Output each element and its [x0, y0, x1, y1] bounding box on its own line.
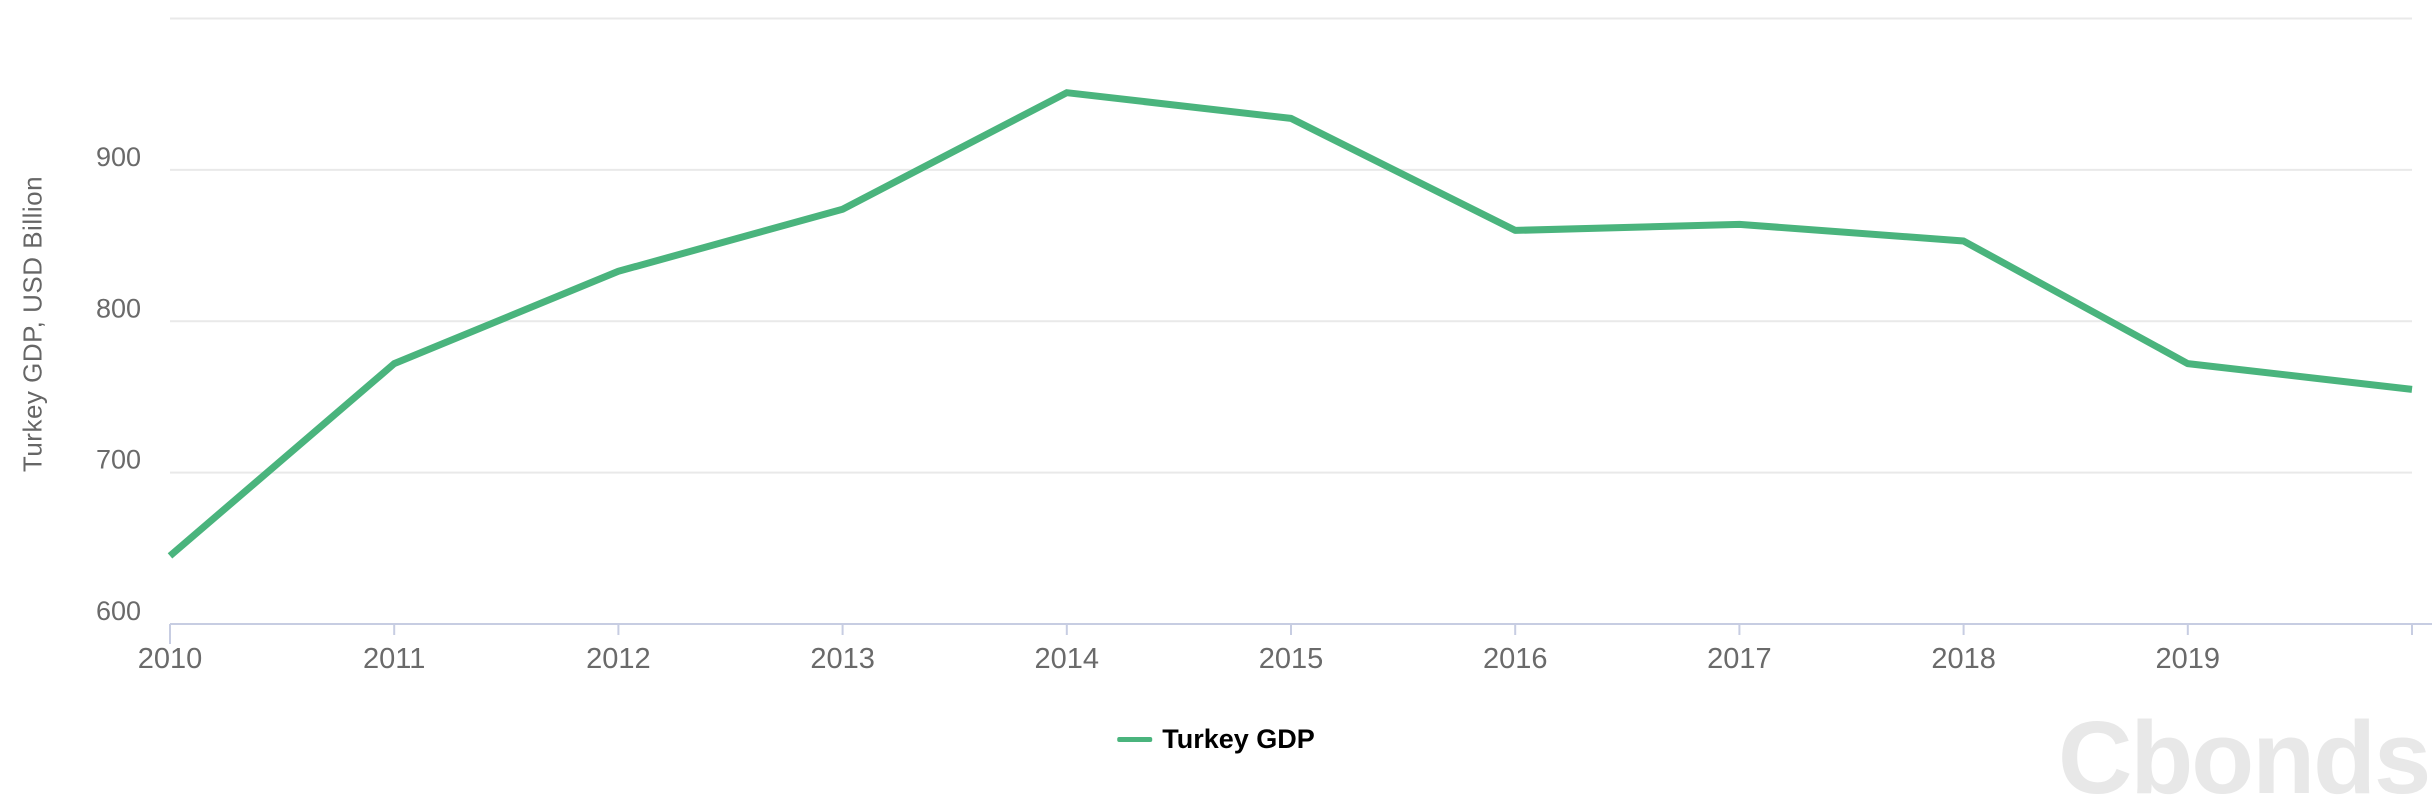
y-axis-label-900: 900 — [96, 142, 141, 172]
legend-label: Turkey GDP — [1162, 724, 1315, 754]
x-axis-label-2017: 2017 — [1707, 643, 1772, 675]
y-axis-label-600: 600 — [96, 596, 141, 626]
legend-line-marker — [1117, 737, 1153, 742]
x-axis-label-2019: 2019 — [2156, 643, 2221, 675]
legend-item-turkey-gdp[interactable]: Turkey GDP — [1117, 724, 1315, 755]
x-axis-label-2015: 2015 — [1259, 643, 1324, 675]
y-axis-label-700: 700 — [96, 445, 141, 475]
x-axis-label-2012: 2012 — [586, 643, 651, 675]
x-axis-label-2010: 2010 — [138, 643, 203, 675]
x-axis-label-2014: 2014 — [1035, 643, 1100, 675]
x-axis-label-2016: 2016 — [1483, 643, 1548, 675]
x-axis-label-2011: 2011 — [363, 643, 425, 675]
y-axis-label-800: 800 — [96, 293, 141, 323]
x-axis-label-2018: 2018 — [1931, 643, 1996, 675]
x-axis-label-2013: 2013 — [810, 643, 875, 675]
gdp-line-series — [167, 89, 2413, 559]
y-axis-title: Turkey GDP, USD Billion — [17, 175, 48, 473]
cbonds-watermark: Cbonds — [2058, 700, 2431, 800]
